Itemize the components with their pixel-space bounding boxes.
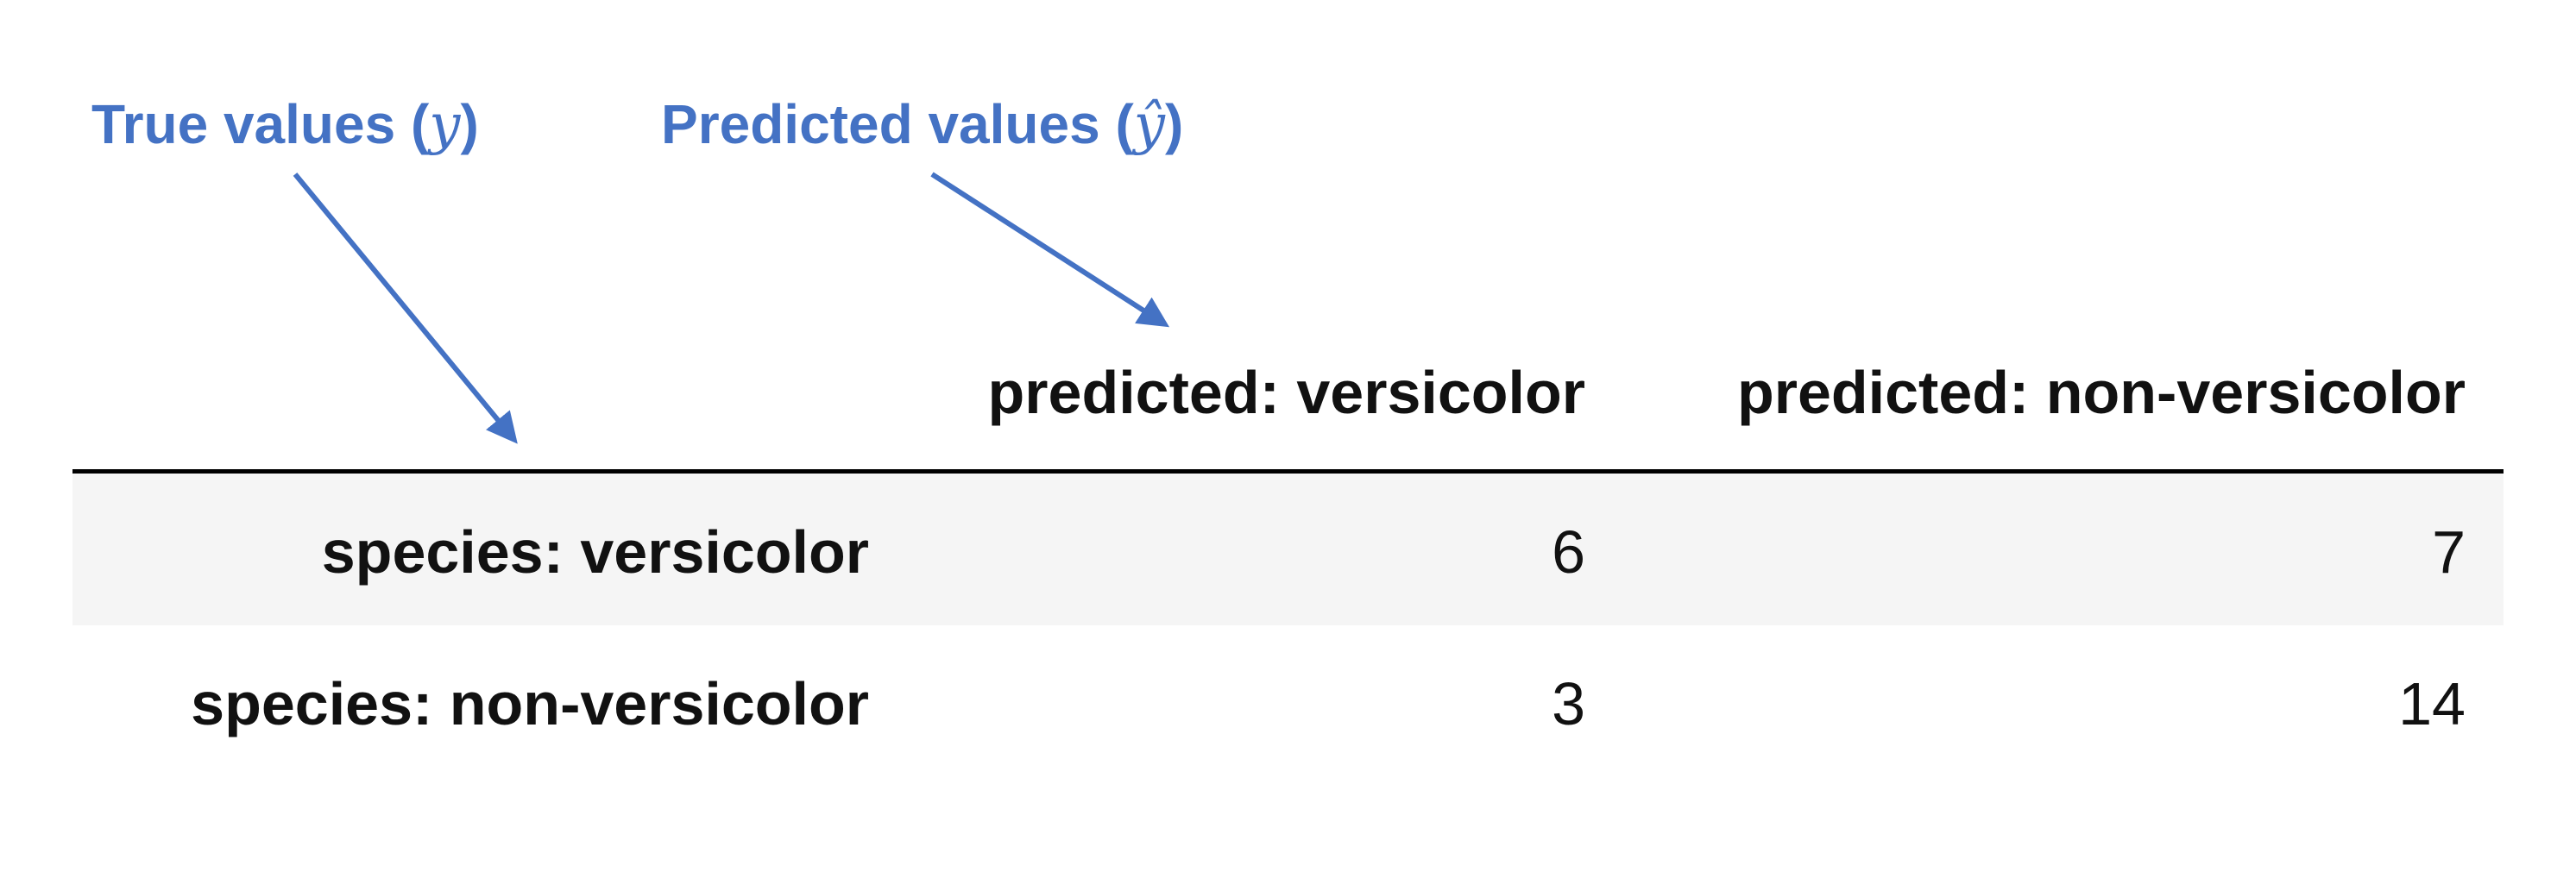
- predicted-values-close: ): [1164, 93, 1184, 155]
- row-label-species-non-versicolor: species: non-versicolor: [191, 670, 869, 737]
- true-values-label: True values (: [91, 93, 430, 155]
- cell-non-versicolor-predicted-non-versicolor: 14: [2398, 670, 2466, 737]
- cell-non-versicolor-predicted-versicolor: 3: [1552, 670, 1585, 737]
- true-values-annotation: True values (y): [91, 97, 479, 153]
- table-row: species: versicolor 6 7: [72, 474, 2504, 625]
- predicted-values-annotation: Predicted values (ŷ): [661, 97, 1183, 153]
- predicted-values-symbol: ŷ: [1133, 93, 1165, 157]
- column-header-predicted-non-versicolor: predicted: non-versicolor: [1736, 359, 2466, 426]
- predicted-values-label: Predicted values (: [661, 93, 1134, 155]
- true-values-symbol: y: [429, 93, 461, 157]
- cell-versicolor-predicted-versicolor: 6: [1552, 518, 1585, 586]
- predicted-values-arrow: [930, 172, 1170, 328]
- table-row: species: non-versicolor 3 14: [72, 625, 2504, 777]
- true-values-close: ): [460, 93, 479, 155]
- column-header-predicted-versicolor: predicted: versicolor: [987, 359, 1585, 426]
- header-divider: [72, 469, 2504, 474]
- cell-versicolor-predicted-non-versicolor: 7: [2432, 518, 2466, 586]
- row-label-species-versicolor: species: versicolor: [321, 518, 869, 586]
- true-values-arrow: [293, 173, 518, 444]
